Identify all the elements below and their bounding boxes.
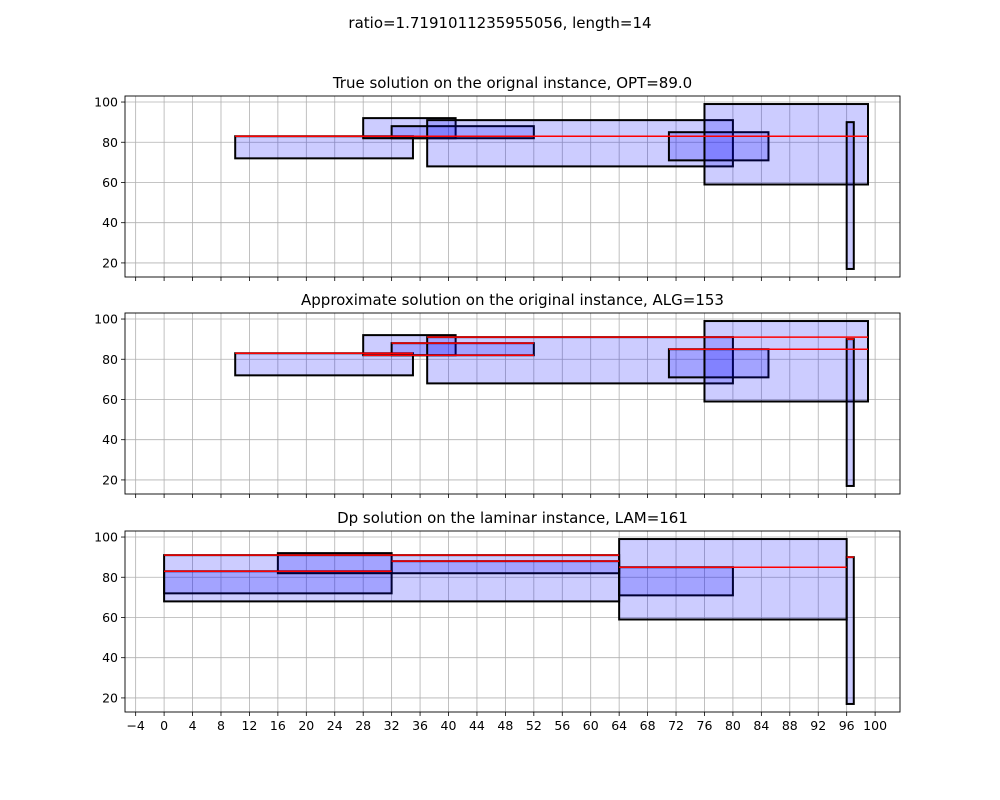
figure-suptitle: ratio=1.7191011235955056, length=14 xyxy=(348,14,651,32)
x-tick-label: −4 xyxy=(126,718,144,733)
rectangle-6 xyxy=(703,320,870,403)
y-tick-label: 60 xyxy=(102,610,118,625)
rectangles xyxy=(234,320,870,487)
panels: True solution on the orignal instance, O… xyxy=(94,74,901,733)
x-tick-label: 96 xyxy=(839,718,855,733)
chart-panel-3: Dp solution on the laminar instance, LAM… xyxy=(94,509,901,733)
y-tick-label: 60 xyxy=(102,392,118,407)
x-tick-label: 48 xyxy=(497,718,513,733)
rectangle-1 xyxy=(234,135,414,160)
y-tick-label: 80 xyxy=(102,135,118,150)
x-tick-label: 64 xyxy=(611,718,627,733)
x-tick-label: 92 xyxy=(810,718,826,733)
x-tick-label: 8 xyxy=(217,718,225,733)
chart-panel-1: True solution on the orignal instance, O… xyxy=(94,74,901,281)
y-tick-label: 60 xyxy=(102,175,118,190)
rectangle-1 xyxy=(234,352,414,377)
axes-frame xyxy=(124,95,901,278)
rectangle-6 xyxy=(618,538,848,621)
y-tick-label: 80 xyxy=(102,352,118,367)
x-tick-label: 16 xyxy=(270,718,286,733)
panel-title: Approximate solution on the original ins… xyxy=(301,291,724,309)
x-tick-label: 24 xyxy=(327,718,343,733)
y-tick-label: 40 xyxy=(102,432,118,447)
x-tick-label: 12 xyxy=(241,718,257,733)
rectangle-7 xyxy=(845,556,855,705)
x-tick-label: 72 xyxy=(668,718,684,733)
rectangle-5 xyxy=(618,566,734,597)
y-tick-label: 40 xyxy=(102,215,118,230)
y-tick-label: 100 xyxy=(94,312,118,327)
x-tick-label: 44 xyxy=(469,718,485,733)
x-tick-label: 84 xyxy=(753,718,769,733)
y-tick-label: 40 xyxy=(102,650,118,665)
y-tick-label: 20 xyxy=(102,690,118,705)
rectangle-7 xyxy=(845,121,855,270)
x-tick-label: 80 xyxy=(725,718,741,733)
x-tick-label: 88 xyxy=(782,718,798,733)
rectangle-5 xyxy=(667,348,770,379)
x-tick-label: 40 xyxy=(441,718,457,733)
x-tick-label: 100 xyxy=(863,718,887,733)
rectangles xyxy=(163,538,855,705)
x-tick-label: 56 xyxy=(554,718,570,733)
rectangle-4 xyxy=(426,336,734,385)
rectangle-7 xyxy=(845,338,855,487)
x-tick-label: 52 xyxy=(526,718,542,733)
panel-title: Dp solution on the laminar instance, LAM… xyxy=(337,509,688,527)
axes-frame xyxy=(124,530,901,713)
rectangle-4 xyxy=(426,119,734,168)
panel-title: True solution on the orignal instance, O… xyxy=(332,74,692,92)
y-tick-label: 80 xyxy=(102,570,118,585)
x-tick-label: 76 xyxy=(697,718,713,733)
axes-frame xyxy=(124,312,901,495)
chart-panel-2: Approximate solution on the original ins… xyxy=(94,291,901,498)
y-tick-label: 20 xyxy=(102,472,118,487)
x-tick-label: 0 xyxy=(160,718,168,733)
x-tick-label: 32 xyxy=(384,718,400,733)
x-tick-label: 36 xyxy=(412,718,428,733)
y-tick-label: 100 xyxy=(94,95,118,110)
y-tick-label: 20 xyxy=(102,255,118,270)
x-tick-label: 20 xyxy=(298,718,314,733)
x-tick-label: 60 xyxy=(583,718,599,733)
rectangle-6 xyxy=(703,103,870,186)
y-tick-label: 100 xyxy=(94,530,118,545)
x-tick-label: 4 xyxy=(189,718,197,733)
rectangles xyxy=(234,103,870,270)
x-tick-label: 28 xyxy=(355,718,371,733)
x-tick-label: 68 xyxy=(640,718,656,733)
rectangle-4 xyxy=(163,554,621,603)
